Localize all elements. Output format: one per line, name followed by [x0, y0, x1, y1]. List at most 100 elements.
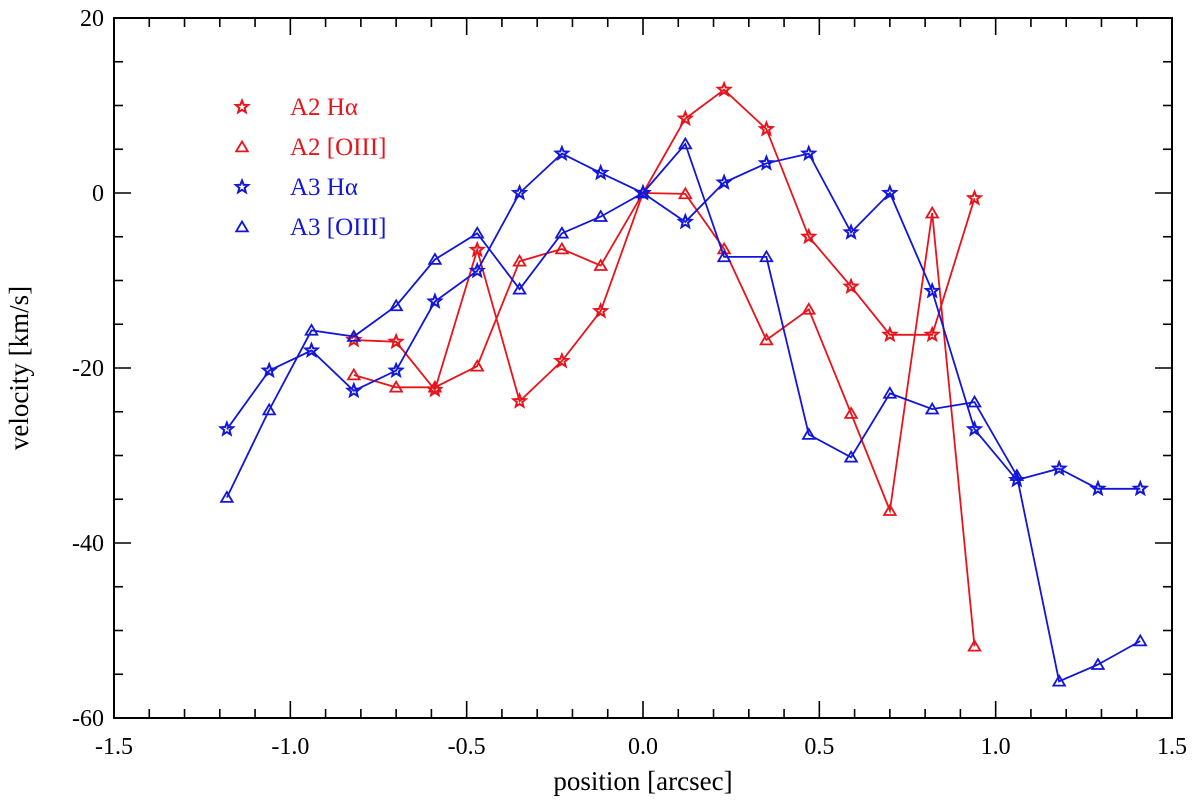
triangle-marker [388, 379, 404, 393]
triangle-marker [759, 249, 774, 263]
star-marker [218, 419, 236, 437]
triangle-marker [469, 225, 485, 239]
triangle-marker [924, 205, 940, 219]
legend-label: A2 Hα [290, 94, 358, 121]
triangle-marker [261, 402, 277, 416]
star-marker [715, 80, 733, 98]
triangle-marker [882, 503, 898, 516]
star-marker [387, 332, 405, 350]
triangle-marker [716, 249, 732, 263]
triangle-marker [234, 139, 250, 153]
x-tick-label: -1.5 [95, 734, 133, 760]
triangle-marker [759, 332, 774, 346]
triangle-marker [1051, 673, 1067, 687]
triangle-marker [512, 253, 527, 267]
star-marker [426, 292, 444, 309]
star-marker [842, 277, 860, 295]
star-marker [553, 351, 571, 369]
x-tick-label: 1.5 [1157, 734, 1187, 760]
x-axis-title: position [arcsec] [553, 766, 732, 796]
triangle-marker [554, 225, 570, 239]
triangle-marker [677, 186, 693, 200]
legend-label: A2 [OIII] [290, 134, 386, 161]
y-tick-label: -20 [72, 356, 104, 382]
star-marker [923, 325, 941, 343]
x-tick-labels: -1.5 -1.0 -0.5 0.0 0.5 1.0 1.5 [95, 734, 1187, 760]
star-marker [757, 119, 776, 137]
star-marker [302, 341, 321, 358]
triangle-marker [234, 219, 250, 233]
star-marker [260, 361, 278, 379]
triangle-marker [554, 241, 570, 255]
triangle-marker [593, 258, 609, 271]
y-tick-label: 0 [92, 181, 104, 207]
x-tick-label: 0.0 [628, 734, 658, 760]
star-marker [634, 183, 652, 201]
triangle-marker [1090, 657, 1106, 670]
triangle-marker [843, 406, 859, 419]
series-line [226, 152, 1141, 490]
star-marker [715, 173, 733, 190]
star-marker [842, 223, 860, 240]
x-tick-label: -1.0 [271, 734, 309, 760]
series-line [226, 142, 1141, 683]
star-marker [233, 177, 251, 195]
star-marker [799, 227, 818, 245]
star-marker [1131, 479, 1150, 497]
series-a3-oiii [219, 136, 1148, 687]
series-layer [218, 80, 1150, 687]
star-marker [881, 325, 899, 343]
star-marker [881, 183, 899, 201]
plot-frame [113, 17, 1173, 719]
series-line [353, 88, 976, 403]
x-tick-label: 0.5 [804, 734, 834, 760]
triangle-marker [593, 209, 609, 222]
legend-item: A3 [OIII] [234, 214, 386, 241]
triangle-marker [469, 358, 485, 372]
triangle-marker [346, 329, 362, 342]
x-tick-label: -0.5 [448, 734, 486, 760]
legend-label: A3 [OIII] [290, 214, 386, 241]
y-tick-label: -40 [72, 531, 104, 557]
legend-item: A2 Hα [233, 94, 358, 121]
triangle-marker [801, 427, 817, 440]
star-marker [345, 381, 363, 399]
star-marker [1089, 479, 1107, 497]
star-marker [510, 391, 529, 409]
triangle-marker [1132, 633, 1148, 647]
star-marker [676, 109, 695, 127]
legend-item: A3 Hα [233, 174, 358, 201]
series-a2-oiii [346, 185, 982, 652]
star-marker [510, 183, 529, 201]
legend-item: A2 [OIII] [234, 134, 386, 161]
star-marker [799, 144, 818, 162]
legend: A2 Hα A2 [OIII] A3 Hα A3 [OIII] [233, 94, 386, 241]
triangle-marker [924, 401, 940, 415]
star-marker [468, 261, 487, 279]
y-tick-labels: 20 0 -20 -40 -60 [72, 6, 104, 732]
triangle-marker [427, 252, 443, 265]
triangle-marker [967, 394, 982, 408]
star-marker [233, 97, 251, 115]
minor-ticks [114, 18, 1172, 718]
star-marker [387, 361, 405, 379]
triangle-marker [219, 490, 235, 503]
triangle-marker [882, 386, 898, 399]
y-axis-title: velocity [km/s] [4, 286, 34, 450]
star-marker [676, 212, 695, 230]
series-a3-halpha [218, 144, 1150, 497]
star-marker [965, 188, 984, 206]
star-marker [468, 240, 487, 258]
triangle-marker [967, 638, 982, 652]
star-marker [965, 419, 984, 437]
triangle-marker [427, 379, 443, 393]
star-marker [591, 301, 610, 319]
triangle-marker [1009, 468, 1025, 481]
star-marker [757, 153, 776, 171]
triangle-marker [346, 367, 362, 381]
triangle-marker [843, 449, 859, 463]
triangle-marker [388, 298, 404, 312]
y-tick-label: 20 [80, 6, 104, 32]
series-a2-halpha [345, 80, 984, 409]
triangle-marker [304, 323, 319, 336]
